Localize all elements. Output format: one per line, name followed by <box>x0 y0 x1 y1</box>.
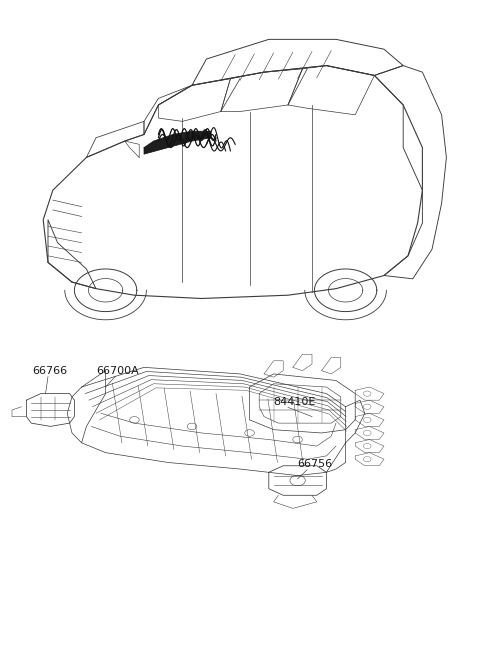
Text: 84410E: 84410E <box>274 397 316 407</box>
Text: 66756: 66756 <box>298 459 333 469</box>
Polygon shape <box>144 131 211 154</box>
Text: 66766: 66766 <box>33 365 68 375</box>
Text: 66700A: 66700A <box>96 365 139 375</box>
